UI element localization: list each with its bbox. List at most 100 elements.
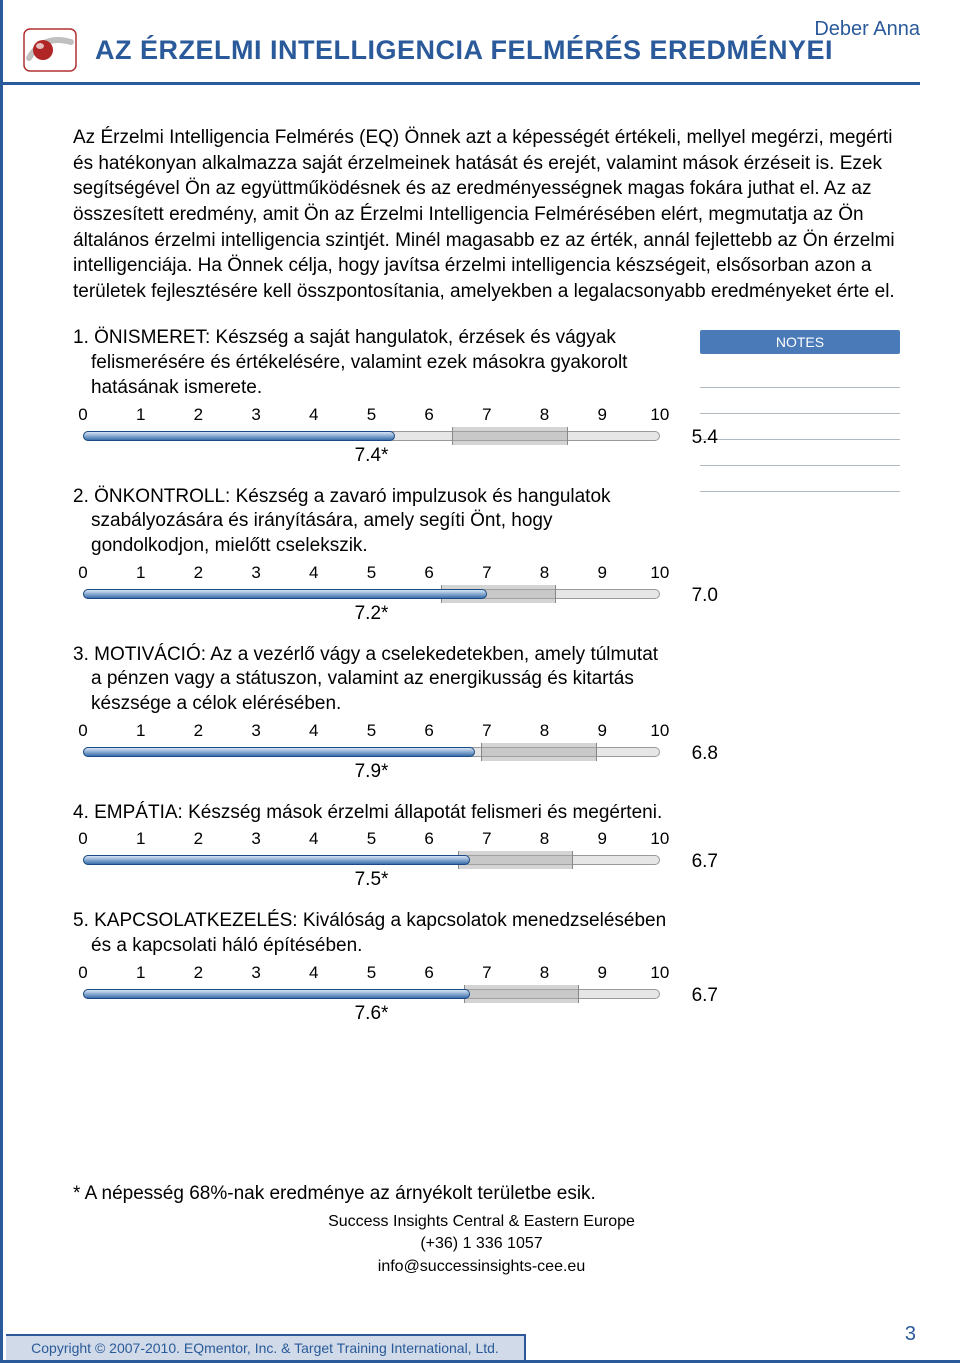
bar-fill	[83, 747, 475, 757]
tick-label: 9	[592, 563, 612, 583]
tick-label: 2	[188, 721, 208, 741]
footer-email: info@successinsights-cee.eu	[3, 1256, 960, 1278]
notes-lines	[700, 362, 900, 492]
intro-paragraph: Az Érzelmi Intelligencia Felmérés (EQ) Ö…	[73, 125, 900, 304]
tick-label: 2	[188, 563, 208, 583]
competency-block: 1. ÖNISMERET: Készség a saját hangulatok…	[73, 326, 670, 466]
tick-label: 1	[131, 829, 151, 849]
scale-chart: 0123456789107.0	[73, 563, 670, 601]
tick-label: 8	[535, 963, 555, 983]
tick-label: 7	[477, 405, 497, 425]
scale-chart: 0123456789106.7	[73, 829, 670, 867]
competency-text: 5. KAPCSOLATKEZELÉS: Kiválóság a kapcsol…	[73, 909, 670, 958]
tick-label: 2	[188, 405, 208, 425]
tick-label: 3	[246, 829, 266, 849]
tick-label: 10	[650, 405, 670, 425]
tick-label: 7	[477, 721, 497, 741]
person-name: Deber Anna	[814, 18, 920, 41]
competency-block: 5. KAPCSOLATKEZELÉS: Kiválóság a kapcsol…	[73, 909, 670, 1024]
population-band	[464, 985, 579, 1003]
tick-label: 0	[73, 563, 93, 583]
tick-label: 0	[73, 405, 93, 425]
page-title: AZ ÉRZELMI INTELLIGENCIA FELMÉRÉS EREDMÉ…	[95, 35, 833, 66]
tick-label: 7	[477, 963, 497, 983]
tick-label: 2	[188, 963, 208, 983]
tick-label: 8	[535, 721, 555, 741]
score-value: 6.7	[692, 985, 718, 1007]
tick-label: 3	[246, 963, 266, 983]
competency-text: 1. ÖNISMERET: Készség a saját hangulatok…	[73, 326, 670, 400]
tick-label: 0	[73, 721, 93, 741]
tick-label: 8	[535, 563, 555, 583]
bar-fill	[83, 989, 470, 999]
asterisk-value: 7.4*	[73, 445, 670, 467]
notes-header: NOTES	[700, 330, 900, 354]
tick-label: 3	[246, 405, 266, 425]
tick-label: 4	[304, 963, 324, 983]
tick-label: 3	[246, 721, 266, 741]
footer-block: Success Insights Central & Eastern Europ…	[3, 1211, 960, 1278]
competency-block: 2. ÖNKONTROLL: Készség a zavaró impulzus…	[73, 485, 670, 625]
scale-ticks: 012345678910	[73, 563, 670, 583]
tick-label: 8	[535, 829, 555, 849]
bar-track: 6.8	[83, 745, 660, 759]
population-band	[452, 427, 567, 445]
content-area: Az Érzelmi Intelligencia Felmérés (EQ) Ö…	[3, 85, 960, 1063]
tick-label: 10	[650, 829, 670, 849]
scale-ticks: 012345678910	[73, 721, 670, 741]
tick-label: 1	[131, 721, 151, 741]
score-value: 7.0	[692, 585, 718, 607]
asterisk-value: 7.6*	[73, 1003, 670, 1025]
tick-label: 5	[361, 721, 381, 741]
scale-ticks: 012345678910	[73, 963, 670, 983]
tick-label: 4	[304, 405, 324, 425]
population-band	[481, 743, 596, 761]
tick-label: 7	[477, 829, 497, 849]
scale-ticks: 012345678910	[73, 405, 670, 425]
tick-label: 6	[419, 963, 439, 983]
bar-fill	[83, 431, 395, 441]
tick-label: 10	[650, 963, 670, 983]
tick-label: 5	[361, 963, 381, 983]
bar-track: 5.4	[83, 429, 660, 443]
tick-label: 8	[535, 405, 555, 425]
asterisk-value: 7.9*	[73, 761, 670, 783]
asterisk-value: 7.2*	[73, 603, 670, 625]
page-header: AZ ÉRZELMI INTELLIGENCIA FELMÉRÉS EREDMÉ…	[3, 0, 920, 85]
tick-label: 2	[188, 829, 208, 849]
tick-label: 9	[592, 829, 612, 849]
tick-label: 10	[650, 563, 670, 583]
scale-chart: 0123456789106.7	[73, 963, 670, 1001]
notes-column: NOTES	[700, 326, 900, 1042]
tick-label: 9	[592, 963, 612, 983]
bar-track: 6.7	[83, 853, 660, 867]
tick-label: 0	[73, 963, 93, 983]
score-value: 5.4	[692, 427, 718, 449]
scale-chart: 0123456789105.4	[73, 405, 670, 443]
competency-text: 4. EMPÁTIA: Készség mások érzelmi állapo…	[73, 801, 670, 826]
bar-track: 6.7	[83, 987, 660, 1001]
tick-label: 9	[592, 405, 612, 425]
scale-ticks: 012345678910	[73, 829, 670, 849]
tick-label: 7	[477, 563, 497, 583]
tick-label: 5	[361, 563, 381, 583]
competency-block: 3. MOTIVÁCIÓ: Az a vezérlő vágy a cselek…	[73, 643, 670, 783]
population-band	[458, 851, 573, 869]
report-page: Deber Anna AZ ÉRZELMI INTELLIGENCIA FELM…	[0, 0, 960, 1363]
bar-track: 7.0	[83, 587, 660, 601]
tick-label: 3	[246, 563, 266, 583]
scale-chart: 0123456789106.8	[73, 721, 670, 759]
tick-label: 6	[419, 721, 439, 741]
tick-label: 5	[361, 405, 381, 425]
tick-label: 4	[304, 721, 324, 741]
bar-fill	[83, 855, 470, 865]
score-value: 6.7	[692, 851, 718, 873]
tick-label: 4	[304, 563, 324, 583]
score-value: 6.8	[692, 743, 718, 765]
tick-label: 1	[131, 405, 151, 425]
logo-icon	[23, 28, 77, 72]
tick-label: 6	[419, 563, 439, 583]
tick-label: 6	[419, 829, 439, 849]
competency-block: 4. EMPÁTIA: Készség mások érzelmi állapo…	[73, 801, 670, 892]
tick-label: 4	[304, 829, 324, 849]
